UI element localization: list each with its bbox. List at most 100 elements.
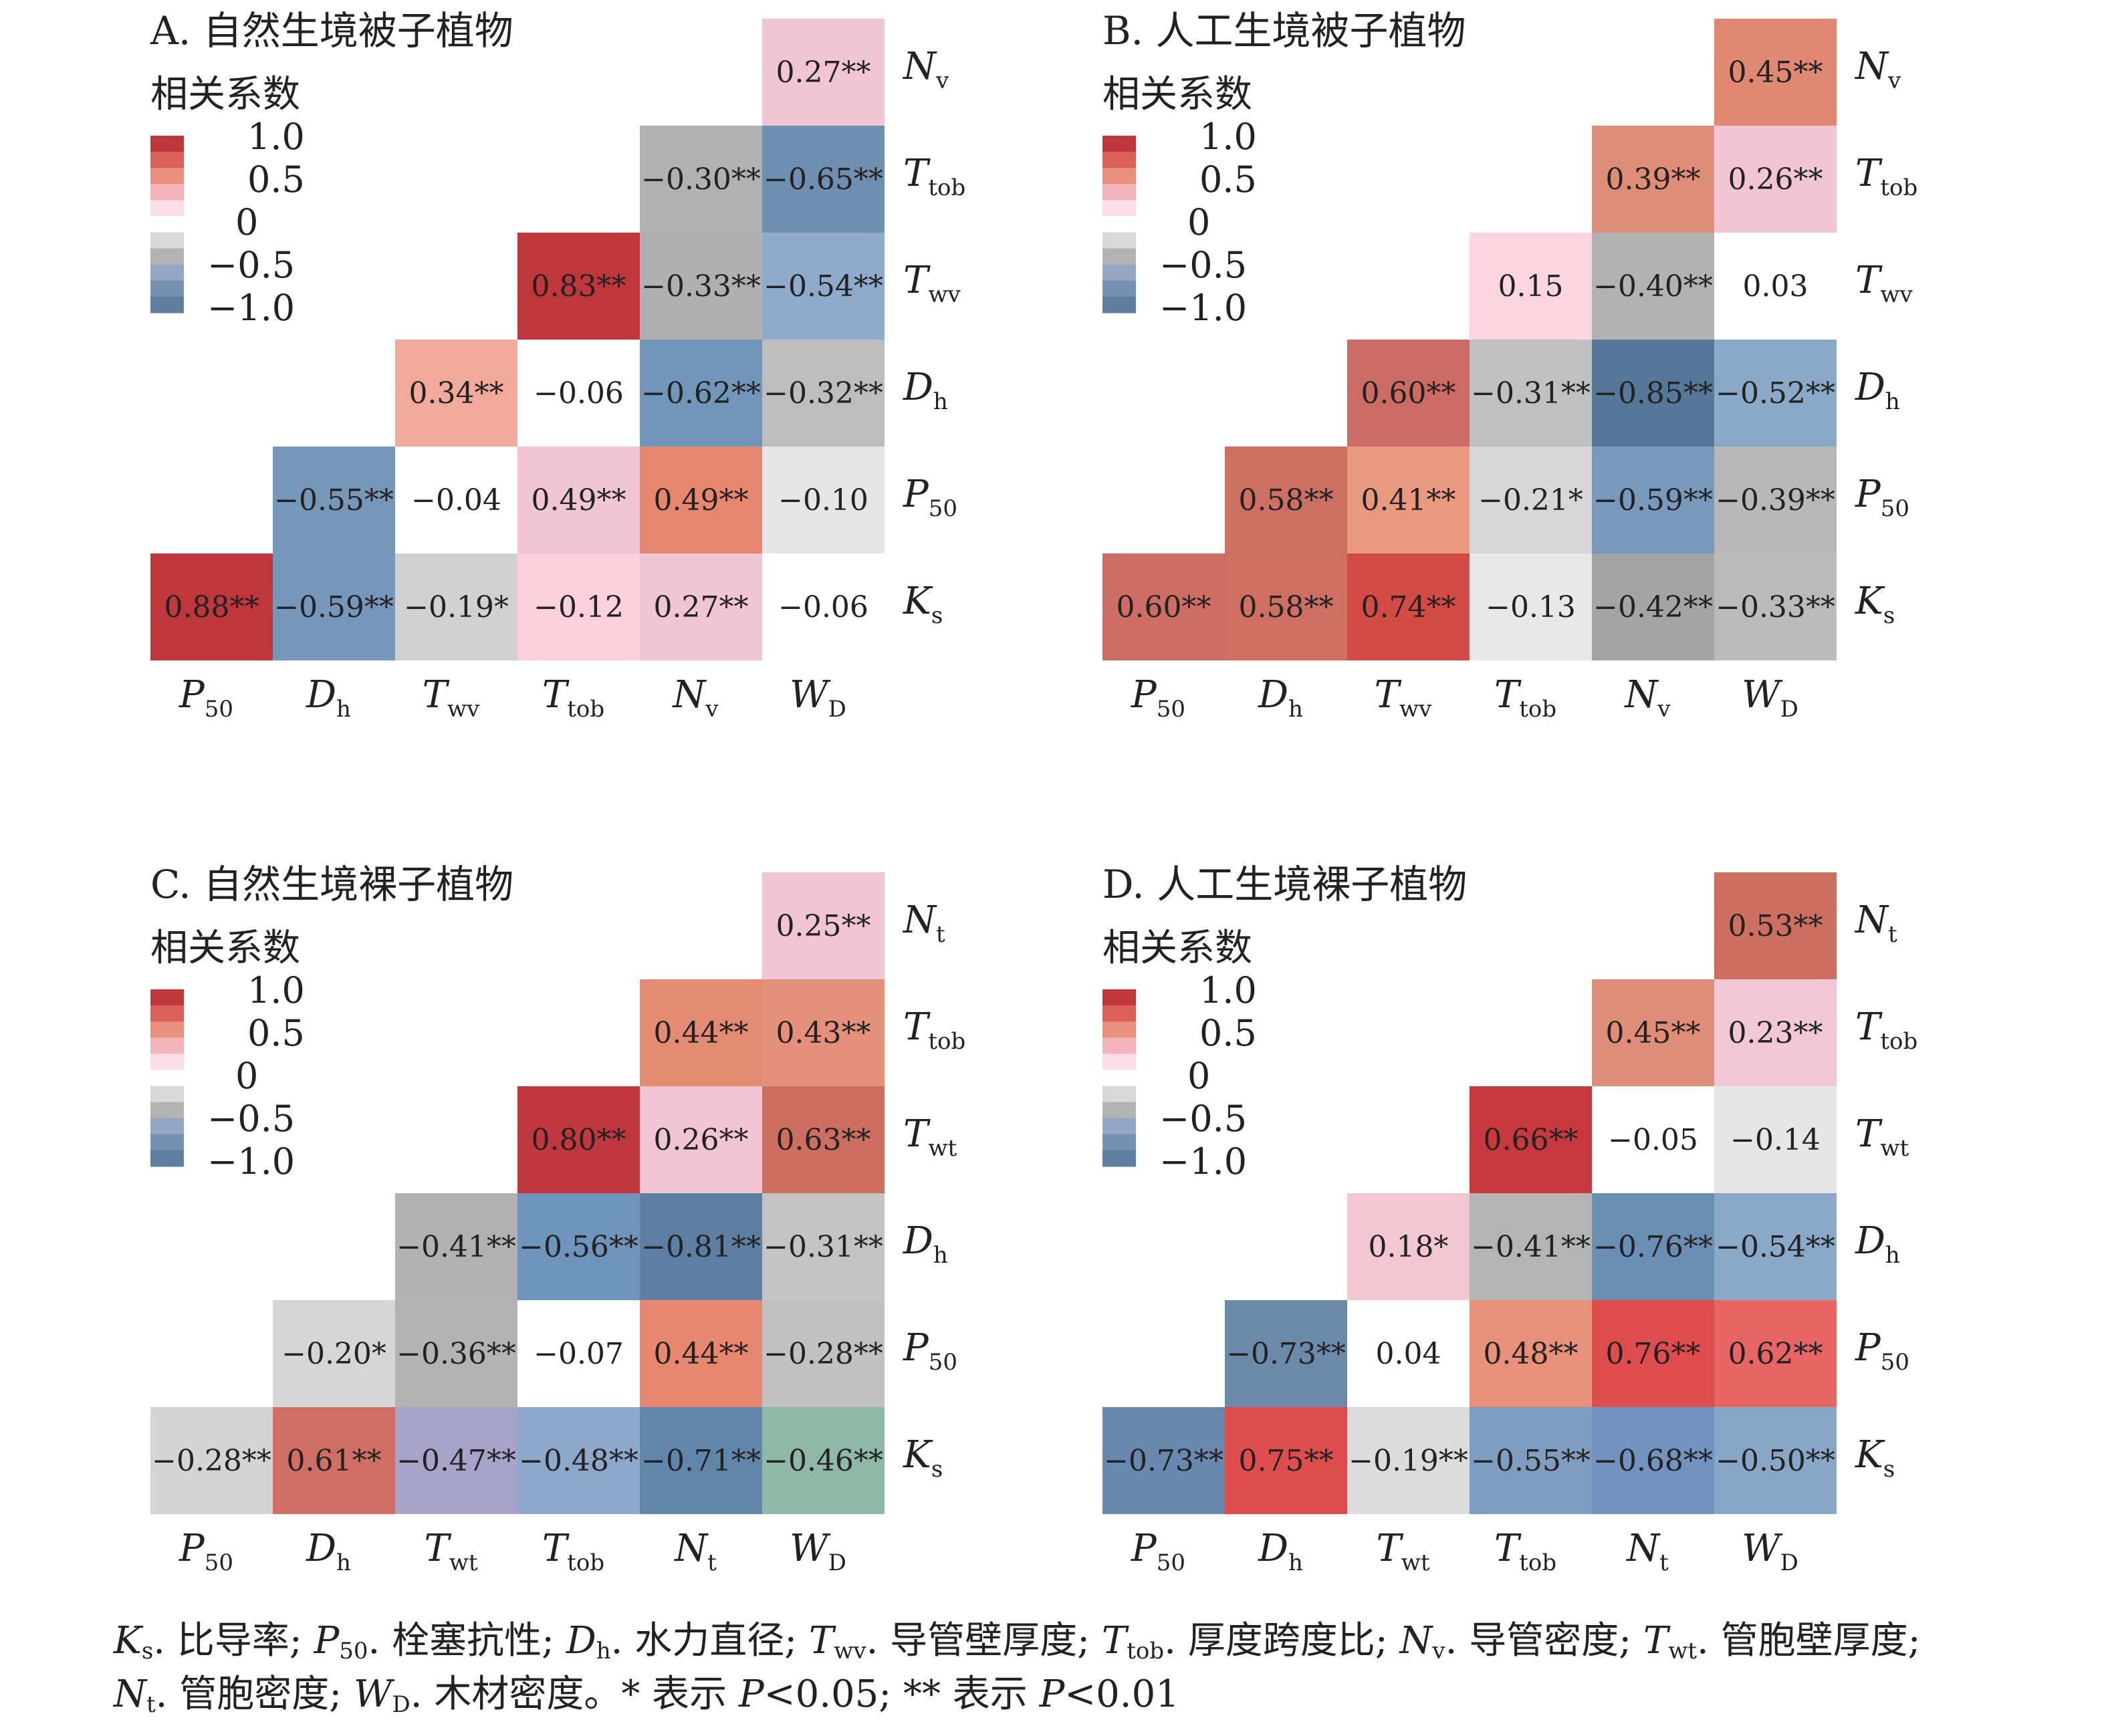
cell-value: −0.55** — [274, 483, 394, 517]
legend-tick: −1.0 — [1159, 1140, 1247, 1183]
y-axis-label: P50 — [903, 473, 957, 522]
legend-swatch — [150, 1005, 184, 1022]
heatmap-cell — [640, 447, 762, 553]
legend-swatch — [1102, 168, 1136, 184]
x-axis-label: WD — [1742, 1527, 1798, 1576]
heatmap-cell — [640, 126, 762, 233]
heatmap-cell — [1470, 233, 1592, 340]
cell-value: 0.45** — [1728, 55, 1823, 90]
heatmap-cell — [640, 979, 762, 1086]
y-axis-label: Ttob — [903, 152, 965, 201]
cell-value: −0.62** — [641, 376, 761, 410]
y-axis-label: P50 — [1855, 473, 1909, 522]
legend-tick: −1.0 — [1159, 287, 1247, 329]
x-axis-label: Nv — [1623, 673, 1671, 723]
heatmap-cell — [762, 126, 885, 233]
legend-swatch — [1102, 1005, 1136, 1022]
footnote: Ks. 比导率; P50. 栓塞抗性; Dh. 水力直径; Twv. 导管壁厚度… — [114, 1614, 2053, 1721]
heatmap-cell — [517, 1407, 640, 1514]
x-axis-label: Nt — [673, 1527, 717, 1576]
heatmap-cell — [1714, 340, 1837, 447]
cell-value: 0.83** — [532, 269, 626, 303]
heatmap-cell — [1714, 447, 1837, 553]
heatmap-cell — [1714, 126, 1837, 233]
legend-swatch — [150, 184, 184, 201]
heatmap-cell — [517, 233, 640, 340]
heatmap-cell — [762, 447, 885, 553]
cell-value: 0.60** — [1117, 590, 1211, 624]
heatmap-cell — [762, 872, 885, 979]
cell-value: −0.81** — [641, 1230, 761, 1264]
x-axis-label: Ttob — [542, 1527, 604, 1576]
legend-swatch — [1102, 232, 1136, 249]
heatmap-cell — [1470, 340, 1592, 447]
heatmap-cell — [762, 340, 885, 447]
heatmap-cell — [517, 553, 640, 660]
cell-value: −0.32** — [764, 376, 883, 410]
legend-swatch — [150, 1118, 184, 1135]
legend-swatch — [1102, 989, 1136, 1006]
cell-value: 0.66** — [1484, 1123, 1578, 1157]
cell-value: 0.27** — [776, 55, 871, 90]
cell-value: −0.55** — [1471, 1444, 1591, 1478]
heatmap-cell — [762, 233, 885, 340]
legend-swatch — [1102, 1086, 1136, 1103]
legend-tick: 0 — [1187, 1055, 1210, 1097]
heatmap-cell — [762, 553, 885, 660]
legend-swatch — [150, 1150, 184, 1167]
legend-swatch — [1102, 184, 1136, 201]
cell-value: −0.07 — [534, 1337, 624, 1371]
cell-value: 0.48** — [1484, 1337, 1578, 1371]
x-axis-label: Twv — [1375, 673, 1432, 723]
y-axis-label: Dh — [1855, 1219, 1900, 1269]
legend-swatch — [150, 168, 184, 184]
legend-title: 相关系数 — [150, 926, 300, 970]
panel-title: C. 自然生境裸子植物 — [150, 862, 513, 907]
legend-swatch — [1102, 1134, 1136, 1151]
cell-value: −0.48** — [519, 1444, 638, 1478]
legend-swatch — [1102, 1021, 1136, 1038]
cell-value: 0.03 — [1743, 269, 1808, 303]
cell-value: −0.28** — [152, 1444, 271, 1478]
heatmap-cell — [640, 1193, 762, 1300]
cell-value: 0.23** — [1728, 1016, 1823, 1050]
heatmap-cell — [1347, 1407, 1470, 1514]
cell-value: 0.04 — [1376, 1337, 1441, 1371]
y-axis-label: Dh — [1855, 366, 1900, 415]
cell-value: −0.21* — [1478, 483, 1583, 517]
heatmap-cell — [1102, 1407, 1225, 1514]
cell-value: −0.73** — [1226, 1337, 1346, 1371]
y-axis-label: Twt — [903, 1112, 957, 1162]
heatmap-cell — [1592, 1407, 1714, 1514]
y-axis-label: Ttob — [903, 1005, 965, 1055]
cell-value: 0.44** — [654, 1337, 749, 1371]
legend-swatch — [1102, 136, 1136, 152]
y-axis-label: Twv — [903, 259, 961, 308]
heatmap-cell — [762, 19, 885, 126]
heatmap-cell — [1592, 126, 1714, 233]
heatmap-cell — [150, 553, 273, 660]
cell-value: 0.76** — [1606, 1337, 1701, 1371]
cell-value: −0.04 — [411, 483, 501, 517]
cell-value: 0.75** — [1239, 1444, 1334, 1478]
y-axis-label: P50 — [1855, 1326, 1909, 1376]
cell-value: 0.26** — [654, 1123, 749, 1157]
legend-tick: −1.0 — [207, 1140, 295, 1183]
cell-value: −0.06 — [778, 590, 868, 624]
cell-value: −0.46** — [764, 1444, 883, 1478]
legend-swatch — [1102, 1118, 1136, 1135]
heatmap-cell — [1714, 872, 1837, 979]
cell-value: −0.20* — [281, 1337, 386, 1371]
y-axis-label: Nt — [1854, 898, 1897, 948]
x-axis-label: Twv — [423, 673, 480, 723]
legend-swatch — [150, 1102, 184, 1119]
legend-tick: 1.0 — [247, 116, 305, 158]
legend-swatch — [150, 216, 184, 233]
cell-value: 0.25** — [776, 909, 871, 943]
heatmap-cell — [1347, 447, 1470, 553]
heatmap-cell — [762, 1086, 885, 1193]
